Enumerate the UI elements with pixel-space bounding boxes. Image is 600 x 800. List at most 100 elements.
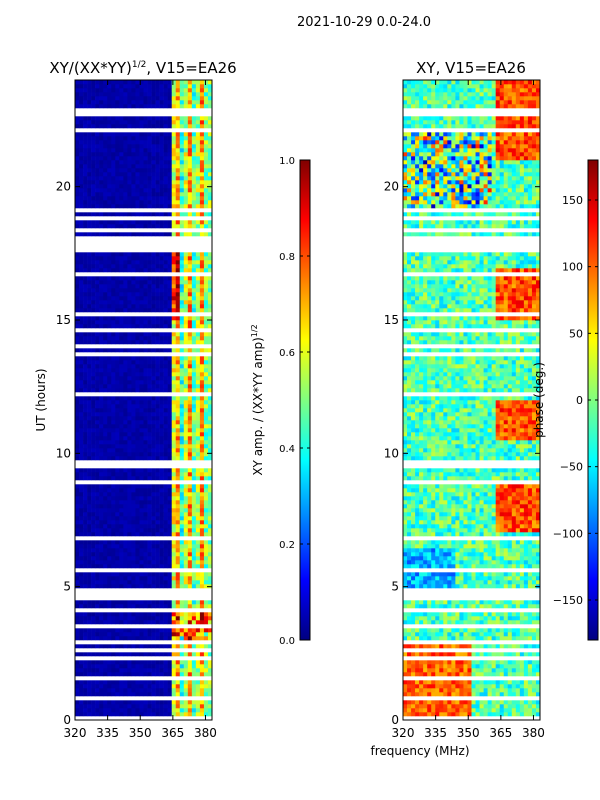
left-heatmap-cell — [103, 204, 108, 209]
left-heatmap-cell — [155, 168, 160, 173]
left-heatmap-cell — [95, 408, 100, 413]
left-heatmap-cell — [119, 376, 124, 381]
left-heatmap-cell — [83, 132, 88, 137]
left-heatmap-cell — [95, 308, 100, 313]
left-heatmap-cell — [127, 384, 132, 389]
right-heatmap-cell — [495, 672, 501, 677]
left-heatmap-cell — [99, 152, 104, 157]
left-heatmap-cell — [179, 364, 185, 369]
right-heatmap-cell — [403, 664, 408, 669]
left-heatmap-cell — [131, 380, 136, 385]
right-heatmap-cell — [411, 708, 416, 713]
left-heatmap-cell — [191, 364, 197, 369]
right-heatmap-cell — [471, 672, 476, 677]
left-heatmap-cell — [191, 500, 197, 505]
left-heatmap-cell — [171, 632, 177, 637]
left-heatmap-cell — [75, 420, 80, 425]
left-heatmap-cell — [195, 560, 201, 565]
left-heatmap-cell — [207, 120, 213, 125]
left-heatmap-cell — [179, 368, 185, 373]
left-heatmap-cell — [179, 304, 185, 309]
left-heatmap-cell — [147, 424, 152, 429]
left-heatmap-cell — [111, 324, 116, 329]
left-heatmap-cell — [139, 80, 144, 85]
left-heatmap-cell — [195, 356, 201, 361]
left-heatmap-cell — [191, 400, 197, 405]
left-heatmap-cell — [207, 264, 213, 269]
left-heatmap-cell — [179, 576, 185, 581]
left-heatmap-cell — [107, 704, 112, 709]
left-heatmap-cell — [199, 80, 205, 85]
right-heatmap-cell — [411, 668, 416, 673]
left-heatmap-cell — [111, 184, 116, 189]
left-heatmap-cell — [131, 652, 136, 657]
left-heatmap-cell — [107, 456, 112, 461]
left-heatmap-cell — [87, 660, 92, 665]
left-heatmap-cell — [187, 232, 193, 237]
right-heatmap-cell — [503, 692, 509, 697]
left-heatmap-cell — [191, 316, 197, 321]
left-heatmap-cell — [99, 476, 104, 481]
left-heatmap-cell — [75, 96, 80, 101]
left-heatmap-cell — [139, 712, 144, 717]
left-heatmap-cell — [119, 680, 124, 685]
left-heatmap-cell — [203, 416, 209, 421]
left-gap-row — [75, 244, 212, 249]
left-heatmap-cell — [171, 300, 177, 305]
left-heatmap-cell — [107, 660, 112, 665]
left-heatmap-cell — [99, 552, 104, 557]
left-heatmap-cell — [83, 548, 88, 553]
left-heatmap-cell — [147, 300, 152, 305]
left-heatmap-cell — [107, 552, 112, 557]
right-heatmap-cell — [463, 632, 468, 637]
left-heatmap-cell — [207, 544, 213, 549]
left-heatmap-cell — [207, 176, 213, 181]
left-heatmap-cell — [107, 440, 112, 445]
left-heatmap-cell — [119, 564, 124, 569]
left-heatmap-cell — [207, 408, 213, 413]
left-heatmap-cell — [207, 400, 213, 405]
left-heatmap-cell — [131, 276, 136, 281]
left-heatmap-cell — [95, 600, 100, 605]
left-heatmap-cell — [151, 80, 156, 85]
left-heatmap-cell — [119, 492, 124, 497]
left-heatmap-cell — [135, 708, 140, 713]
right-heatmap-cell — [495, 644, 501, 649]
left-heatmap-cell — [207, 380, 213, 385]
left-heatmap-cell — [107, 152, 112, 157]
left-heatmap-cell — [195, 204, 201, 209]
left-heatmap-cell — [183, 552, 189, 557]
right-heatmap-cell — [515, 688, 521, 693]
left-heatmap-cell — [87, 140, 92, 145]
left-heatmap-cell — [195, 332, 201, 337]
right-heatmap-cell — [427, 688, 432, 693]
left-heatmap-cell — [127, 604, 132, 609]
left-heatmap-cell — [203, 132, 209, 137]
left-heatmap-cell — [155, 164, 160, 169]
left-heatmap-cell — [167, 104, 173, 109]
left-heatmap-cell — [111, 668, 116, 673]
left-heatmap-cell — [79, 336, 84, 341]
left-heatmap-cell — [195, 336, 201, 341]
left-heatmap-cell — [131, 576, 136, 581]
left-heatmap-cell — [171, 88, 177, 93]
left-heatmap-cell — [95, 292, 100, 297]
left-heatmap-cell — [199, 156, 205, 161]
left-gap-row — [75, 344, 212, 349]
left-heatmap-cell — [155, 292, 160, 297]
right-heatmap-cell — [459, 700, 464, 705]
left-heatmap-cell — [139, 172, 144, 177]
left-heatmap-cell — [151, 660, 156, 665]
right-heatmap-cell — [523, 708, 529, 713]
left-heatmap-cell — [115, 664, 120, 669]
left-heatmap-cell — [75, 280, 80, 285]
left-heatmap-cell — [75, 412, 80, 417]
right-heatmap-cell — [527, 704, 533, 709]
left-heatmap-cell — [95, 148, 100, 153]
right-heatmap-cell — [459, 672, 464, 677]
left-heatmap-cell — [171, 176, 177, 181]
left-heatmap-cell — [171, 512, 177, 517]
left-heatmap-cell — [175, 220, 181, 225]
right-heatmap-cell — [495, 636, 501, 641]
left-heatmap-cell — [199, 660, 205, 665]
